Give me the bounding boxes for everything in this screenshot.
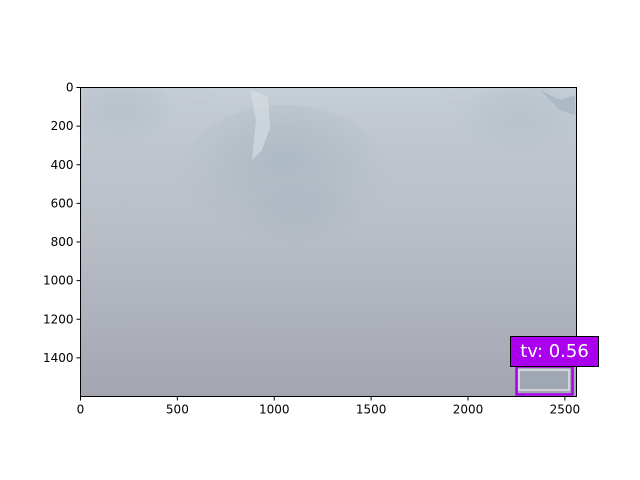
x-tick-label: 500 xyxy=(166,403,189,417)
y-tick-label: 400 xyxy=(51,158,74,172)
detection-label: tv: 0.56 xyxy=(520,341,589,362)
y-tick-label: 600 xyxy=(51,196,74,210)
y-tick-label: 0 xyxy=(66,81,74,95)
y-axis: 0 200 400 600 800 1000 1200 1400 xyxy=(43,81,81,365)
x-tick-label: 0 xyxy=(77,403,85,417)
x-tick-label: 1500 xyxy=(356,403,387,417)
y-tick-label: 1000 xyxy=(43,274,74,288)
x-tick-label: 2000 xyxy=(453,403,484,417)
y-tick-label: 1200 xyxy=(43,312,74,326)
y-tick-label: 1400 xyxy=(43,351,74,365)
x-tick-label: 1000 xyxy=(259,403,290,417)
x-axis: 0 500 1000 1500 2000 2500 xyxy=(77,396,581,417)
detection-inner-box xyxy=(518,369,570,391)
y-tick-label: 200 xyxy=(51,119,74,133)
detection-label-background xyxy=(510,336,599,367)
detection-tv: tv: 0.56 xyxy=(510,336,599,396)
foggy-photo xyxy=(81,88,576,397)
x-tick-label: 2500 xyxy=(550,403,581,417)
y-tick-label: 800 xyxy=(51,235,74,249)
